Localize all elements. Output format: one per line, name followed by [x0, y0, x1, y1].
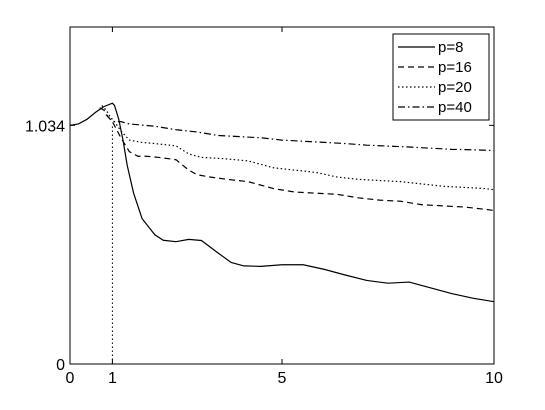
y-tick-label: 0: [56, 357, 65, 374]
legend-label-1: p=8: [438, 39, 463, 56]
x-tick-label: 5: [278, 370, 287, 387]
x-tick-label: 0: [66, 370, 75, 387]
legend-label-4: p=40: [438, 99, 472, 116]
y-tick-label: 1.034: [25, 118, 65, 135]
tick-layer: 0 1 5 10 0 1.034: [25, 27, 503, 387]
series-layer: [69, 102, 495, 303]
x-tick-label: 10: [485, 370, 503, 387]
x-tick-label: 1: [108, 370, 117, 387]
legend: p=8 p=16 p=20 p=40: [392, 33, 490, 121]
legend-label-2: p=16: [438, 59, 472, 76]
legend-label-3: p=20: [438, 79, 472, 96]
series-line-2: [99, 107, 495, 212]
legend-box: [392, 33, 490, 121]
series-line-1: [69, 102, 495, 303]
